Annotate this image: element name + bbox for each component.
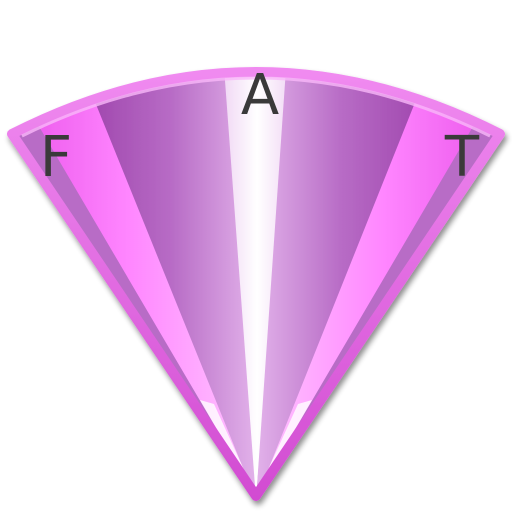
center-highlight bbox=[222, 72, 292, 496]
letter-t: T bbox=[444, 125, 480, 190]
fan-outline bbox=[7, 67, 505, 501]
fan-shape bbox=[7, 67, 505, 501]
letter-a: A bbox=[241, 63, 279, 128]
left-purple-sector bbox=[70, 72, 256, 496]
letter-f: F bbox=[40, 125, 72, 190]
